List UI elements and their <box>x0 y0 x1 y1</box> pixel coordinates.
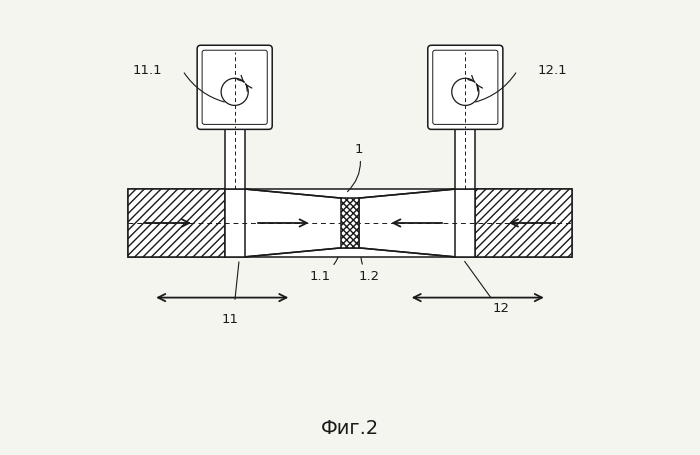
Text: 11: 11 <box>222 313 239 326</box>
FancyBboxPatch shape <box>202 50 267 124</box>
FancyBboxPatch shape <box>433 50 498 124</box>
Polygon shape <box>358 189 456 198</box>
Bar <box>225 189 244 257</box>
Polygon shape <box>244 248 342 257</box>
Text: 1: 1 <box>347 143 363 192</box>
Bar <box>342 198 358 248</box>
Polygon shape <box>358 248 456 257</box>
FancyBboxPatch shape <box>197 45 272 129</box>
Bar <box>475 189 572 257</box>
Bar <box>128 189 225 257</box>
Text: 12: 12 <box>492 302 510 315</box>
Bar <box>128 189 572 257</box>
Bar <box>342 198 358 248</box>
Bar <box>456 126 475 189</box>
FancyBboxPatch shape <box>428 45 503 129</box>
Polygon shape <box>244 189 342 198</box>
Text: 1.2: 1.2 <box>359 258 380 283</box>
Bar <box>225 126 244 189</box>
Bar <box>456 189 475 257</box>
Text: 11.1: 11.1 <box>133 64 162 77</box>
Text: 12.1: 12.1 <box>538 64 567 77</box>
Text: Фиг.2: Фиг.2 <box>321 419 379 438</box>
Text: 1.1: 1.1 <box>309 257 338 283</box>
